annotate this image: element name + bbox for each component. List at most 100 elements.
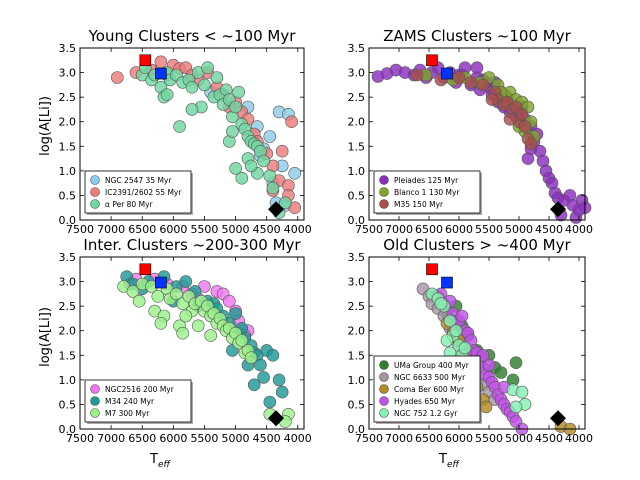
x-tick-label: 4000 — [284, 223, 312, 236]
data-point-series-3 — [151, 289, 165, 303]
legend-marker — [379, 175, 389, 185]
data-point-series-3 — [126, 285, 140, 298]
data-point-series-3 — [229, 162, 242, 175]
x-tick-label: 4000 — [565, 223, 593, 236]
data-point-series-1 — [288, 167, 302, 180]
data-point-series-4 — [455, 309, 469, 323]
legend-box — [84, 379, 192, 423]
legend-label: Hyades 650 Myr — [394, 397, 456, 406]
legend-label: Blanco 1 130 Myr — [394, 188, 460, 197]
y-tick-label: 3.0 — [59, 276, 77, 289]
legend-marker — [379, 199, 389, 209]
y-tick-label: 0.0 — [348, 423, 366, 436]
y-tick-label: 0.5 — [59, 189, 77, 202]
data-point-series-3 — [160, 88, 174, 101]
legend-marker — [379, 384, 389, 394]
legend-label: Coma Ber 600 Myr — [394, 385, 465, 394]
data-point-series-4 — [482, 358, 496, 372]
red-square-marker — [139, 54, 152, 67]
y-tick-label: 1.0 — [59, 374, 77, 387]
data-point-series-2 — [154, 55, 168, 69]
data-point-series-3 — [235, 334, 249, 347]
data-point-series-1 — [223, 294, 236, 308]
black-diamond-marker — [268, 201, 284, 218]
panel-1: Young Clusters < ~100 Myr 7500 7000 6500 600… — [59, 27, 312, 236]
legend-label: UMa Group 400 Myr — [394, 361, 470, 370]
data-point-series-5 — [458, 341, 472, 355]
data-point-series-3 — [485, 93, 499, 106]
panel-title: Old Clusters > ~400 Myr — [383, 236, 571, 254]
panel-2: ZAMS Clusters ~100 Myr 7500 7000 6500 6000 55… — [348, 27, 594, 236]
y-tick-label: 3.0 — [348, 67, 366, 80]
data-point-series-3 — [179, 309, 193, 323]
x-tick-label: 7500 — [66, 223, 94, 236]
data-point-series-3 — [132, 294, 146, 308]
legend-marker — [379, 372, 389, 382]
legend-marker — [379, 408, 389, 418]
data-point-series-3 — [229, 100, 242, 114]
y-tick-label: 1.5 — [348, 349, 366, 362]
y-tick-label: 2.0 — [59, 325, 77, 338]
x-tick-label: 5500 — [190, 223, 218, 236]
legend-label: NGC 6633 500 Myr — [394, 373, 466, 382]
data-point-series-2 — [229, 307, 242, 320]
x-tick-label: 5000 — [222, 432, 250, 445]
x-tick-label: 6000 — [159, 223, 187, 236]
data-point-series-3 — [235, 171, 249, 185]
y-tick-label: 1.0 — [348, 374, 366, 387]
data-point-series-3 — [452, 71, 466, 84]
x-tick-label: 7000 — [97, 223, 125, 236]
y-tick-label: 1.0 — [59, 165, 77, 178]
data-point-series-3 — [476, 78, 490, 92]
data-point-series-2 — [272, 373, 286, 387]
legend-label: α Per 80 Myr — [105, 200, 154, 209]
data-points — [111, 55, 302, 219]
x-tick-label: 7500 — [355, 432, 383, 445]
data-point-series-1 — [509, 356, 523, 370]
legend-marker — [90, 408, 100, 418]
ylabel-top: log(A[Li]) — [38, 96, 53, 156]
panel-title: Young Clusters < ~100 Myr — [88, 27, 297, 45]
data-point-series-3 — [257, 154, 270, 168]
data-point-series-3 — [518, 120, 532, 133]
x-tick-label: 4500 — [535, 223, 563, 236]
y-tick-label: 2.0 — [348, 116, 366, 129]
x-tick-label: 5000 — [505, 223, 533, 236]
y-tick-label: 3.0 — [348, 276, 366, 289]
data-point-series-2 — [275, 144, 289, 158]
legend-label: NGC 752 1.2 Gyr — [394, 409, 458, 418]
legend-label: NGC2516 200 Myr — [105, 385, 175, 394]
data-point-series-5 — [449, 324, 463, 338]
y-tick-label: 3.5 — [59, 42, 77, 55]
x-tick-label: 5000 — [505, 432, 533, 445]
blue-square-marker — [441, 67, 453, 80]
panel-title: Inter. Clusters ~200-300 Myr — [83, 236, 301, 254]
axes-frame — [368, 47, 586, 221]
data-point-series-2 — [285, 115, 298, 128]
x-tick-label: 4000 — [565, 432, 593, 445]
data-point-series-3 — [210, 71, 224, 84]
axes-frame — [79, 256, 305, 430]
red-square-marker — [426, 263, 438, 276]
y-tick-label: 1.5 — [59, 349, 77, 362]
data-point-series-1 — [494, 366, 508, 379]
data-point-series-3 — [198, 78, 211, 92]
data-points — [371, 61, 592, 224]
data-point-series-3 — [204, 329, 217, 342]
y-tick-label: 3.5 — [59, 251, 77, 264]
legend: Pleiades 125 Myr Blanco 1 130 Myr M35 150 … — [373, 170, 482, 215]
x-tick-label: 4000 — [284, 432, 312, 445]
y-tick-label: 1.0 — [348, 165, 366, 178]
x-tick-label: 7000 — [97, 432, 125, 445]
blue-square-marker — [155, 67, 167, 80]
data-point-series-5 — [440, 334, 454, 347]
data-point-series-2 — [263, 395, 277, 409]
data-point-series-3 — [226, 125, 239, 138]
y-tick-label: 2.5 — [59, 91, 77, 104]
legend: UMa Group 400 Myr NGC 6633 500 Myr Coma Be… — [373, 355, 482, 424]
data-point-series-3 — [410, 68, 424, 82]
x-tick-label: 6500 — [415, 432, 443, 445]
black-diamond-marker — [550, 410, 566, 427]
y-tick-label: 3.5 — [348, 251, 366, 264]
